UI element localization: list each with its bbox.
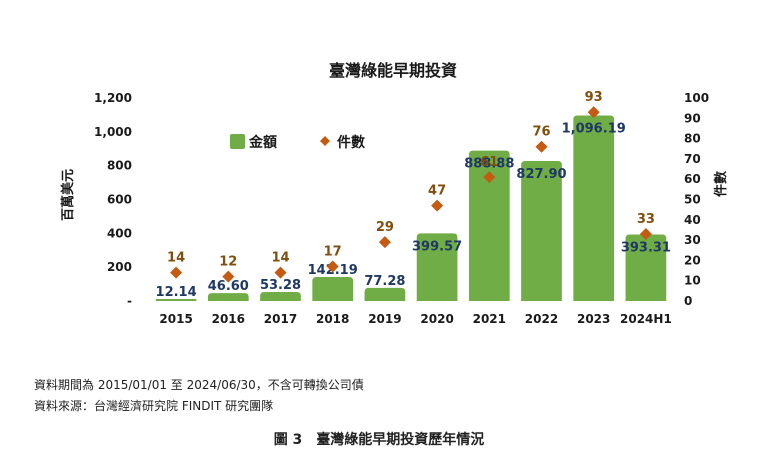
- amount-data-label: 827.90: [516, 167, 566, 182]
- amount-bar: [364, 287, 406, 301]
- amount-data-label: 888.88: [464, 157, 514, 172]
- x-axis-tick-label: 2015: [159, 312, 192, 326]
- legend-count-label: 件數: [337, 134, 365, 151]
- amount-data-label: 77.28: [364, 274, 405, 289]
- right-axis-tick-label: 80: [684, 132, 701, 146]
- chart-title: 臺灣綠能早期投資: [329, 61, 457, 80]
- left-axis-tick-label: 400: [107, 226, 132, 240]
- amount-data-label: 12.14: [156, 285, 197, 300]
- left-axis-tick-label: -: [127, 294, 132, 308]
- right-axis-tick-label: 0: [684, 294, 692, 308]
- right-axis-tick-label: 60: [684, 172, 701, 186]
- legend-amount-label: 金額: [248, 134, 277, 151]
- left-axis: - 200 400 600 800 1,000 1,200: [94, 91, 132, 308]
- count-marker: [326, 260, 339, 273]
- right-axis-tick-label: 50: [684, 193, 701, 207]
- figure-number: 圖 3: [273, 432, 303, 448]
- right-axis-tick-label: 30: [684, 233, 701, 247]
- legend-count-marker: [320, 136, 330, 146]
- data-source-note: 資料來源：台灣經濟研究院 FINDIT 研究團隊: [34, 399, 274, 413]
- amount-data-label: 1,096.19: [562, 122, 626, 137]
- amount-data-label: 53.28: [260, 278, 301, 293]
- bar-series: 12.1446.6053.28142.1977.28399.57888.8882…: [155, 115, 671, 302]
- legend-amount-swatch: [230, 134, 245, 149]
- left-axis-label: 百萬美元: [60, 169, 76, 221]
- x-axis-tick-label: 2022: [525, 312, 558, 326]
- x-axis-tick-label: 2020: [420, 312, 453, 326]
- count-data-label: 93: [585, 90, 603, 105]
- right-axis-tick-label: 70: [684, 152, 701, 166]
- right-axis: 0 10 20 30 40 50 60 70 80 90 100: [684, 91, 709, 308]
- right-axis-tick-label: 90: [684, 111, 701, 125]
- x-axis-tick-label: 2018: [316, 312, 349, 326]
- x-axis-tick-label: 2021: [473, 312, 506, 326]
- count-data-label: 29: [376, 220, 394, 235]
- right-axis-tick-label: 40: [684, 213, 701, 227]
- amount-data-label: 399.57: [412, 239, 462, 254]
- legend: 金額 件數: [230, 134, 365, 151]
- right-axis-tick-label: 100: [684, 91, 709, 105]
- amount-bar: [416, 233, 458, 301]
- amount-bar: [312, 276, 354, 301]
- count-data-label: 12: [219, 255, 237, 270]
- amount-data-label: 393.31: [621, 240, 671, 255]
- x-axis: 2015 2016 2017 2018 2019 2020 2021 2022 2023 2024…: [159, 312, 671, 326]
- chart: 臺灣綠能早期投資 - 200 400 600 800 1,000 1,200 0 10 20 30…: [60, 61, 729, 326]
- x-axis-tick-label: 2016: [212, 312, 245, 326]
- x-axis-tick-label: 2024H1: [620, 312, 672, 326]
- count-marker: [274, 266, 287, 279]
- amount-bar: [207, 293, 249, 301]
- left-axis-tick-label: 200: [107, 260, 132, 274]
- count-marker: [639, 228, 652, 241]
- amount-bar: [260, 291, 301, 301]
- count-data-label: 76: [532, 125, 550, 140]
- x-axis-tick-label: 2023: [577, 312, 610, 326]
- amount-bar: [521, 160, 562, 301]
- right-axis-tick-label: 20: [684, 253, 701, 267]
- left-axis-tick-label: 1,000: [94, 125, 132, 139]
- right-axis-tick-label: 10: [684, 274, 701, 288]
- right-axis-label: 件數: [713, 171, 729, 197]
- amount-bar: [573, 115, 615, 302]
- figure-title: 臺灣綠能早期投資歷年情況: [316, 432, 485, 448]
- count-marker: [483, 171, 496, 184]
- left-axis-tick-label: 800: [107, 159, 132, 173]
- count-marker: [222, 270, 235, 283]
- count-marker: [535, 140, 548, 153]
- count-marker: [170, 266, 183, 279]
- count-data-label: 14: [167, 251, 185, 266]
- count-marker: [431, 199, 444, 212]
- count-data-label: 61: [480, 155, 498, 170]
- count-data-label: 14: [271, 251, 289, 266]
- count-marker: [378, 236, 391, 249]
- figure-caption: 圖 3 臺灣綠能早期投資歷年情況: [0, 429, 758, 449]
- amount-data-label: 46.60: [208, 279, 249, 294]
- count-series: 14 12 14 17 29 47 61 76 93 33: [167, 90, 655, 283]
- count-marker: [587, 106, 600, 119]
- amount-bar: [468, 150, 510, 301]
- count-data-label: 33: [637, 212, 655, 227]
- amount-bar: [625, 234, 667, 301]
- left-axis-tick-label: 600: [107, 193, 132, 207]
- x-axis-tick-label: 2019: [368, 312, 401, 326]
- x-axis-tick-label: 2017: [264, 312, 297, 326]
- count-data-label: 47: [428, 184, 446, 199]
- count-data-label: 17: [324, 244, 342, 259]
- data-period-note: 資料期間為 2015/01/01 至 2024/06/30，不含可轉換公司債: [34, 378, 364, 392]
- left-axis-tick-label: 1,200: [94, 91, 132, 105]
- amount-bar: [155, 298, 197, 301]
